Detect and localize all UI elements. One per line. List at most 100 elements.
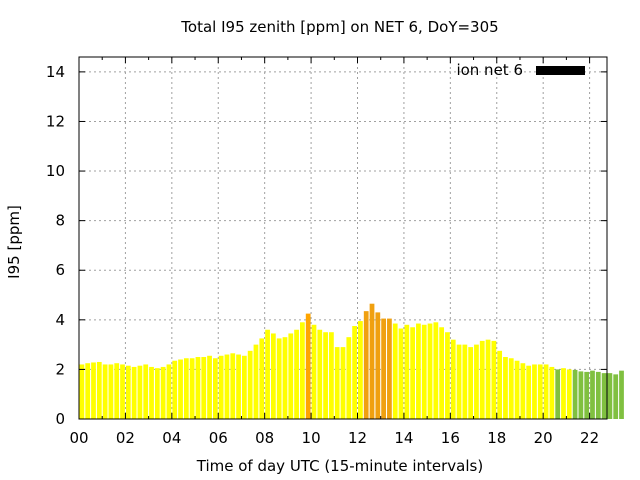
bar: [537, 364, 543, 419]
bar: [543, 364, 549, 419]
bar: [601, 373, 607, 419]
bar: [363, 311, 369, 419]
bar: [358, 321, 363, 419]
bar: [595, 371, 601, 419]
bar: [212, 358, 218, 419]
bar: [416, 323, 421, 419]
y-tick-label: 4: [55, 311, 65, 329]
bar: [323, 332, 328, 419]
chart-title: Total I95 zenith [ppm] on NET 6, DoY=305: [180, 18, 498, 36]
bar: [532, 364, 537, 419]
bar: [241, 355, 247, 419]
bar: [497, 350, 503, 419]
bar: [404, 324, 410, 419]
bar: [474, 344, 479, 419]
x-tick-label: 22: [580, 429, 599, 447]
bar: [503, 357, 508, 419]
x-tick-label: 08: [255, 429, 274, 447]
bar: [584, 371, 590, 419]
x-tick-label: 00: [69, 429, 88, 447]
bar: [555, 369, 561, 419]
y-tick-label: 14: [46, 63, 65, 81]
bar: [154, 368, 160, 419]
plot-frame: [78, 56, 608, 420]
bar: [410, 327, 416, 419]
bar: [96, 361, 102, 419]
bar: [259, 338, 265, 419]
bar: [131, 366, 137, 419]
bar: [317, 329, 323, 419]
legend-label: ion net 6: [456, 61, 523, 79]
bar: [195, 357, 201, 419]
bar: [166, 364, 172, 419]
bar: [572, 369, 578, 419]
bar: [520, 363, 526, 419]
bar: [183, 358, 189, 419]
bar: [125, 365, 131, 419]
y-tick-label: 12: [46, 112, 65, 130]
bar: [479, 340, 485, 419]
x-tick-label: 04: [162, 429, 181, 447]
y-tick-label: 0: [55, 410, 65, 428]
bar: [102, 364, 108, 419]
bar: [508, 358, 514, 419]
bar: [224, 354, 230, 419]
bar: [236, 354, 241, 419]
bar: [421, 324, 427, 419]
bar: [294, 329, 299, 419]
x-tick-label: 10: [302, 429, 321, 447]
bar: [137, 365, 143, 419]
bar: [300, 322, 305, 419]
x-tick-label: 06: [209, 429, 228, 447]
bar: [590, 370, 595, 419]
bar: [270, 333, 276, 419]
bar: [578, 371, 584, 419]
x-axis-label: Time of day UTC (15-minute intervals): [196, 457, 483, 475]
y-tick-label: 10: [46, 162, 65, 180]
x-tick-label: 16: [441, 429, 460, 447]
bar: [329, 332, 334, 419]
bar: [387, 318, 392, 419]
bar: [566, 369, 572, 419]
bar: [427, 323, 433, 419]
bar: [346, 337, 352, 419]
bar: [311, 324, 317, 419]
bar: [120, 364, 125, 419]
bar: [613, 374, 619, 419]
bar: [149, 366, 154, 419]
bar: [247, 350, 253, 419]
bar: [282, 337, 288, 419]
bar: [468, 347, 474, 419]
x-tick-label: 12: [348, 429, 367, 447]
bar: [178, 359, 183, 419]
y-tick-label: 6: [55, 261, 65, 279]
bar: [439, 327, 445, 419]
bar: [445, 332, 450, 419]
bar: [288, 333, 294, 419]
x-tick-label: 14: [394, 429, 413, 447]
x-tick-label: 02: [116, 429, 135, 447]
bar: [334, 347, 340, 419]
bar: [172, 360, 178, 419]
bar: [561, 368, 566, 419]
bar: [160, 366, 166, 419]
bar: [398, 328, 404, 419]
bar: [340, 347, 346, 419]
bar: [381, 318, 386, 419]
bar: [305, 313, 311, 419]
bar: [85, 363, 91, 419]
bar: [433, 322, 439, 419]
legend-swatch: [536, 66, 585, 75]
bar: [253, 344, 259, 419]
y-tick-label: 2: [55, 360, 65, 378]
bar: [91, 362, 96, 419]
bar: [218, 355, 224, 419]
bar: [485, 339, 491, 419]
grid-lines: [79, 57, 607, 419]
bar: [514, 360, 520, 419]
y-axis-label: I95 [ppm]: [5, 205, 23, 279]
x-tick-label: 20: [534, 429, 553, 447]
y-tick-label: 8: [55, 212, 65, 230]
